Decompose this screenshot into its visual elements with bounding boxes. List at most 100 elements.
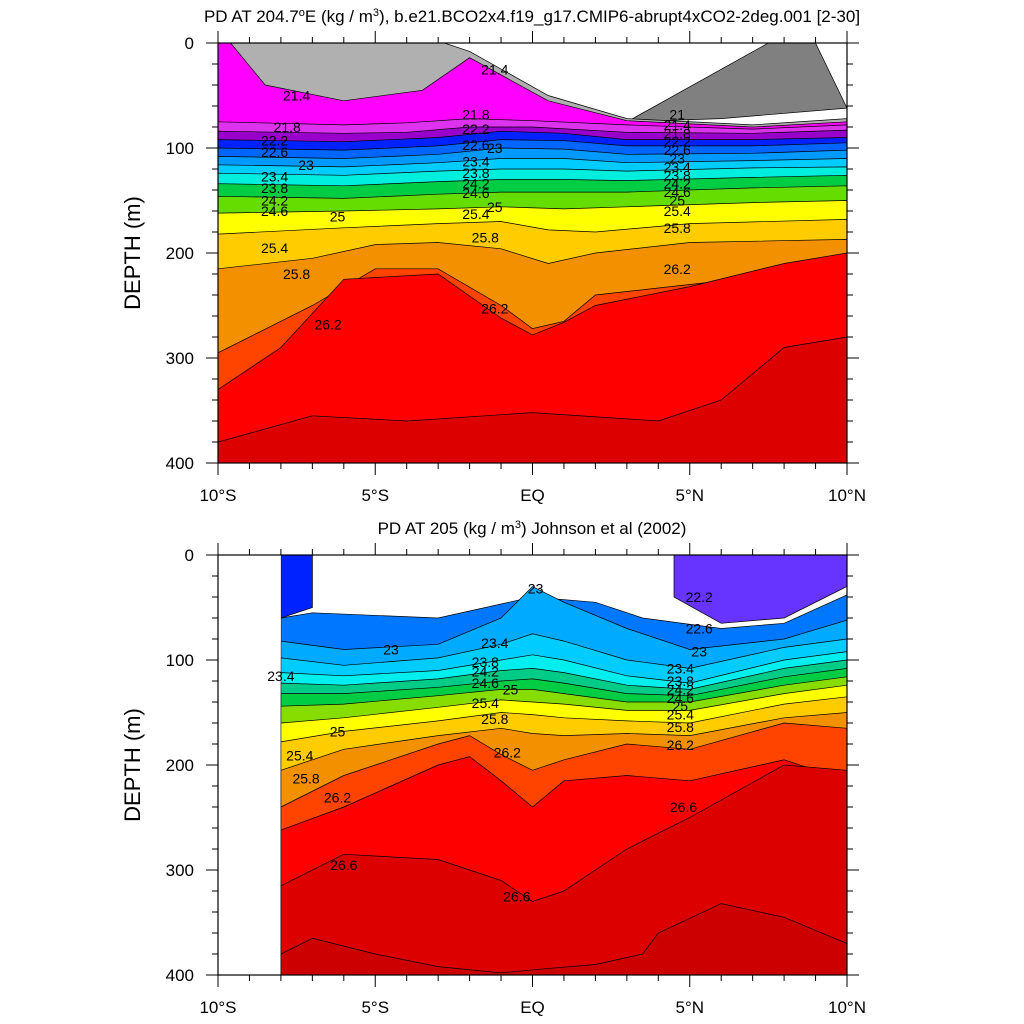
top-contour-label: 23.8 (462, 165, 489, 181)
bottom-xtick-label: EQ (520, 998, 545, 1017)
top-ytick-label: 0 (185, 34, 194, 53)
bottom-ytick-label: 300 (166, 861, 194, 880)
bottom-panel-ylabel: DEPTH (m) (120, 708, 145, 822)
bottom-contour-label: 26.2 (667, 737, 694, 753)
top-contour-label: 26.2 (664, 261, 691, 277)
top-contour-label: 22.6 (664, 142, 691, 158)
top-contour-label: 23 (298, 157, 314, 173)
top-contour-label: 25.8 (472, 229, 499, 245)
top-panel: PD AT 204.7oE (kg / m3), b.e21.BCO2x4.f1… (120, 7, 866, 505)
top-contour-label: 22.6 (261, 144, 288, 160)
top-xtick-label: 10°N (828, 486, 866, 505)
bottom-xtick-label: 10°N (828, 998, 866, 1017)
bottom-contour-label: 23.4 (667, 660, 694, 676)
top-contour-label: 25 (669, 193, 685, 209)
bottom-contour-label: 25.8 (292, 771, 319, 787)
bottom-contour-label: 24.6 (667, 690, 694, 706)
top-contour-label: 24.2 (261, 193, 288, 209)
top-ytick-label: 200 (166, 244, 194, 263)
top-panel-ylabel: DEPTH (m) (120, 196, 145, 310)
bottom-contour-label: 25.4 (472, 695, 499, 711)
bottom-panel-title: PD AT 205 (kg / m3) Johnson et al (2002) (378, 519, 687, 538)
top-contour-label: 22.2 (462, 121, 489, 137)
top-contour-label: 23.4 (261, 168, 288, 184)
top-contour-label: 22.2 (261, 133, 288, 149)
top-contour-label: 23.4 (462, 154, 489, 170)
bottom-contour-label: 25 (330, 723, 346, 739)
bottom-ytick-label: 400 (166, 966, 194, 985)
top-contour-label: 23.8 (664, 167, 691, 183)
top-contour-label: 26.2 (314, 316, 341, 332)
top-contour-label: 21.4 (283, 88, 310, 104)
top-contour-label: 25 (487, 199, 503, 215)
bottom-contour-label: 24.2 (667, 681, 694, 697)
top-contour-label: 21.8 (664, 125, 691, 141)
bottom-contour-label: 23 (383, 642, 399, 658)
top-contour-fills (218, 43, 847, 463)
top-contour-label: 24.2 (462, 176, 489, 192)
bottom-ytick-label: 100 (166, 651, 194, 670)
top-contour-label: 25 (330, 208, 346, 224)
top-contour-label: 21.4 (481, 61, 508, 77)
bottom-xtick-label: 5°S (361, 998, 389, 1017)
top-band-20.6 (626, 43, 847, 123)
bottom-contour-label: 26.6 (503, 888, 530, 904)
top-contour-label: 22.6 (462, 137, 489, 153)
top-xtick-label: EQ (520, 486, 545, 505)
bottom-contour-label: 25.4 (286, 748, 313, 764)
top-panel-plot-area: 21.421.421.821.822.222.222.6 22.6232323.4… (166, 31, 866, 505)
top-panel-title: PD AT 204.7oE (kg / m3), b.e21.BCO2x4.f1… (204, 7, 860, 26)
top-contour-label: 23.4 (664, 159, 691, 175)
top-contour-label: 22.2 (664, 134, 691, 150)
bottom-contour-label: 26.2 (494, 744, 521, 760)
bottom-contour-label: 25.4 (667, 707, 694, 723)
top-contour-label: 25.4 (261, 240, 288, 256)
top-contour-label: 24.6 (261, 203, 288, 219)
top-contour-label: 23 (487, 140, 503, 156)
top-contour-label: 25.8 (664, 220, 691, 236)
top-contour-label: 21 (669, 106, 685, 122)
bottom-contour-label: 26.6 (330, 857, 357, 873)
bottom-ytick-label: 200 (166, 756, 194, 775)
top-ytick-label: 300 (166, 349, 194, 368)
bottom-contour-label: 23.4 (267, 668, 294, 684)
top-xtick-label: 5°S (361, 486, 389, 505)
bottom-panel: PD AT 205 (kg / m3) Johnson et al (2002)… (120, 519, 866, 1017)
bottom-contour-label: 25 (673, 698, 689, 714)
bottom-contour-label: 22.6 (686, 621, 713, 637)
top-xtick-label: 10°S (199, 486, 236, 505)
bottom-contour-label: 24.2 (472, 664, 499, 680)
top-contour-labels: 21.421.421.821.822.222.222.6 22.6232323.4… (261, 61, 691, 332)
top-contour-label: 25.4 (664, 203, 691, 219)
bottom-contour-label: 23.8 (667, 673, 694, 689)
bottom-contour-label: 26.2 (324, 790, 351, 806)
top-contour-label: 24.6 (664, 184, 691, 200)
bottom-contour-label: 26.6 (670, 799, 697, 815)
top-contour-label: 24.6 (462, 185, 489, 201)
top-ytick-label: 100 (166, 139, 194, 158)
bottom-contour-fills (280, 555, 847, 975)
bottom-contour-label: 22.2 (686, 589, 713, 605)
top-contour-label: 24.2 (664, 176, 691, 192)
top-contour-label: 25.8 (283, 266, 310, 282)
bottom-ticks: 0 100 200 300 400 10°S 5°S EQ 5°N 10°N (166, 543, 866, 1017)
bottom-band-22.2 (280, 555, 313, 619)
top-contour-label: 21.8 (274, 119, 301, 135)
top-ticks: 0 100 200 300 400 10°S 5°S EQ 5°N 10°N (166, 31, 866, 505)
top-xtick-label: 5°N (675, 486, 704, 505)
top-band-27.4 (218, 336, 847, 463)
top-contour-label: 21.4 (664, 117, 691, 133)
bottom-xtick-label: 5°N (675, 998, 704, 1017)
top-contour-label: 26.2 (481, 301, 508, 317)
bottom-contour-label: 24.6 (472, 675, 499, 691)
bottom-contour-label: 23.8 (472, 654, 499, 670)
bottom-contour-label: 25.8 (667, 719, 694, 735)
bottom-contour-label: 23.4 (481, 635, 508, 651)
bottom-contour-label: 25 (503, 681, 519, 697)
bottom-xtick-label: 10°S (199, 998, 236, 1017)
top-contour-label: 21.8 (462, 106, 489, 122)
bottom-contour-label: 23 (691, 644, 707, 660)
